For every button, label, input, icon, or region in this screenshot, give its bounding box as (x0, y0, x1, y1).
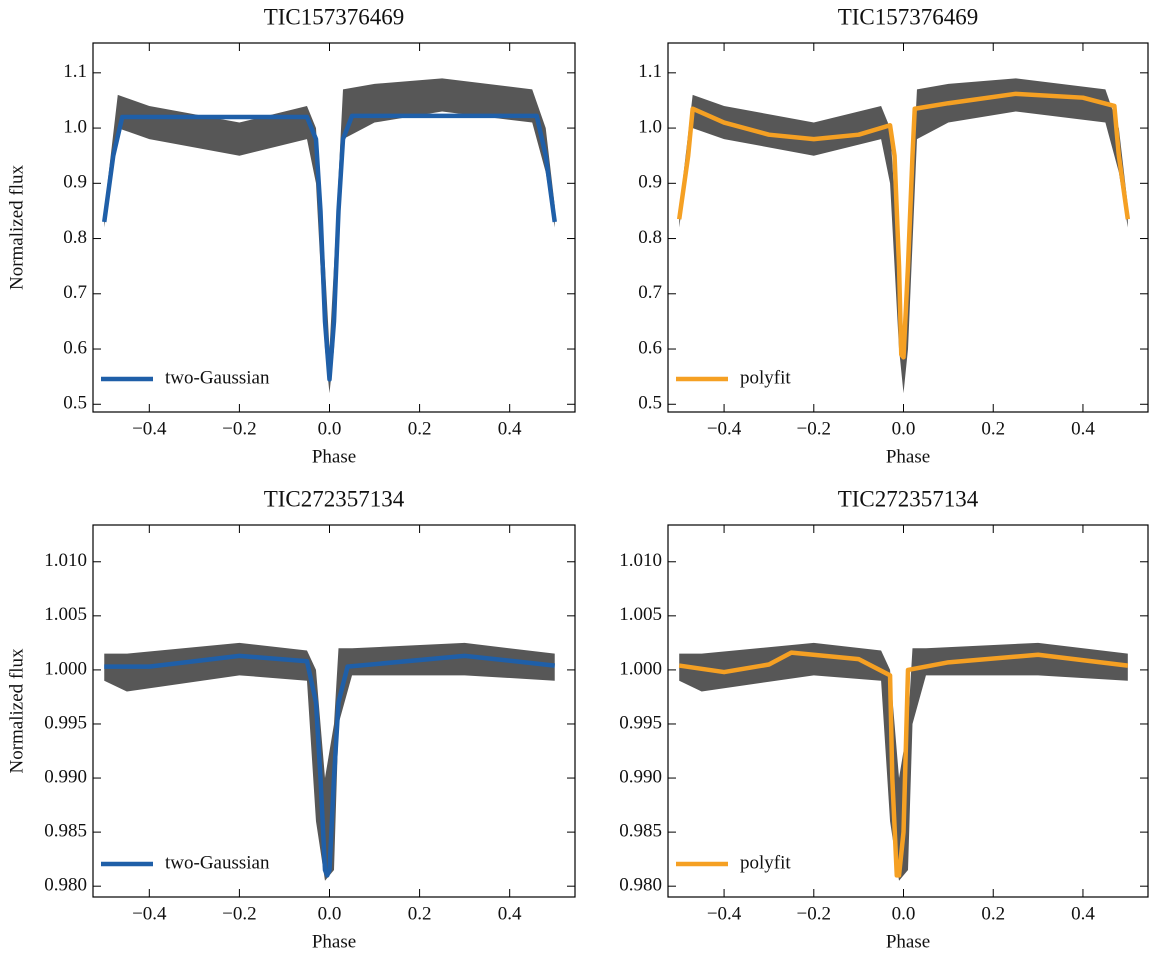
plot-area (102, 78, 557, 394)
plot-area (676, 78, 1131, 394)
x-tick-label: 0.2 (408, 418, 432, 439)
panel: −0.4 −0.2 0.0 0.2 0.4 0.980 0.985 0.990 0.995 1.0… (619, 486, 1149, 952)
y-tick-label: 0.9 (63, 172, 87, 193)
plot-area (678, 642, 1129, 881)
x-tick-label: 0.2 (981, 418, 1005, 439)
chart-title: TIC272357134 (838, 486, 979, 511)
chart-title: TIC157376469 (264, 4, 405, 29)
data-cloud (679, 78, 1128, 394)
axes-frame (92, 524, 576, 898)
data-cloud (104, 642, 555, 881)
legend-label: polyfit (740, 367, 791, 388)
y-axis-label: Normalized flux (6, 164, 27, 290)
x-axis-label: Phase (886, 446, 930, 467)
x-tick-label: −0.2 (797, 418, 831, 439)
y-tick-label: 0.8 (638, 227, 662, 248)
y-tick-label: 0.6 (638, 337, 662, 358)
y-tick-label: 0.9 (638, 172, 662, 193)
legend-label: two-Gaussian (165, 367, 270, 388)
x-tick-label: 0.4 (498, 903, 522, 924)
x-tick-label: −0.4 (132, 903, 167, 924)
axes-frame (667, 42, 1149, 413)
axes-frame (667, 524, 1149, 898)
fit-line (104, 653, 555, 878)
x-tick-label: −0.4 (132, 418, 167, 439)
y-tick-label: 1.000 (619, 658, 662, 679)
y-tick-label: 1.0 (638, 116, 662, 137)
y-tick-label: 1.005 (619, 604, 662, 625)
x-tick-label: −0.2 (797, 903, 831, 924)
x-tick-label: −0.2 (222, 903, 256, 924)
axes-frame (92, 42, 576, 413)
x-tick-label: 0.0 (318, 903, 342, 924)
panel: −0.4 −0.2 0.0 0.2 0.4 0.5 0.6 0.7 0.8 0.9 1.0 1.1 TI… (638, 4, 1149, 467)
y-tick-label: 0.980 (619, 875, 662, 896)
fit-line (678, 650, 1129, 878)
data-cloud (104, 78, 555, 394)
panel: −0.4 −0.2 0.0 0.2 0.4 0.980 0.985 0.990 0.995 1.0… (6, 486, 576, 952)
y-tick-label: 0.8 (63, 227, 87, 248)
x-tick-label: −0.4 (707, 903, 742, 924)
plot-area (104, 642, 555, 881)
chart-title: TIC157376469 (838, 4, 979, 29)
y-tick-label: 0.7 (63, 282, 87, 303)
x-tick-label: 0.2 (981, 903, 1005, 924)
y-tick-label: 1.000 (44, 658, 87, 679)
y-tick-label: 1.005 (44, 604, 87, 625)
y-tick-label: 0.5 (63, 393, 87, 414)
x-axis-label: Phase (312, 931, 356, 952)
y-tick-label: 1.0 (63, 116, 87, 137)
x-tick-label: 0.0 (892, 418, 916, 439)
x-tick-label: 0.2 (408, 903, 432, 924)
y-axis-label: Normalized flux (6, 648, 27, 774)
y-tick-label: 0.6 (63, 337, 87, 358)
panel: −0.4 −0.2 0.0 0.2 0.4 0.5 0.6 0.7 0.8 0.9 1.0 1.1 TI… (6, 4, 576, 467)
x-tick-label: −0.2 (222, 418, 256, 439)
legend-label: two-Gaussian (165, 852, 270, 873)
y-tick-label: 0.990 (619, 766, 662, 787)
x-tick-label: 0.4 (1071, 903, 1095, 924)
x-axis-label: Phase (886, 931, 930, 952)
fit-line (676, 91, 1131, 360)
y-tick-label: 1.010 (44, 550, 87, 571)
y-tick-label: 0.7 (638, 282, 662, 303)
x-axis-label: Phase (312, 446, 356, 467)
legend-label: polyfit (740, 852, 791, 873)
x-tick-label: 0.0 (892, 903, 916, 924)
x-tick-label: 0.4 (498, 418, 522, 439)
x-tick-label: 0.0 (318, 418, 342, 439)
x-tick-label: −0.4 (707, 418, 742, 439)
chart-title: TIC272357134 (264, 486, 405, 511)
y-tick-label: 0.985 (44, 820, 87, 841)
y-tick-label: 1.1 (63, 61, 87, 82)
y-tick-label: 0.995 (619, 712, 662, 733)
fit-line (102, 113, 557, 382)
y-tick-label: 0.995 (44, 712, 87, 733)
y-tick-label: 0.990 (44, 766, 87, 787)
y-tick-label: 1.010 (619, 550, 662, 571)
y-tick-label: 0.980 (44, 875, 87, 896)
y-tick-label: 0.985 (619, 820, 662, 841)
y-tick-label: 1.1 (638, 61, 662, 82)
y-tick-label: 0.5 (638, 393, 662, 414)
x-tick-label: 0.4 (1071, 418, 1095, 439)
